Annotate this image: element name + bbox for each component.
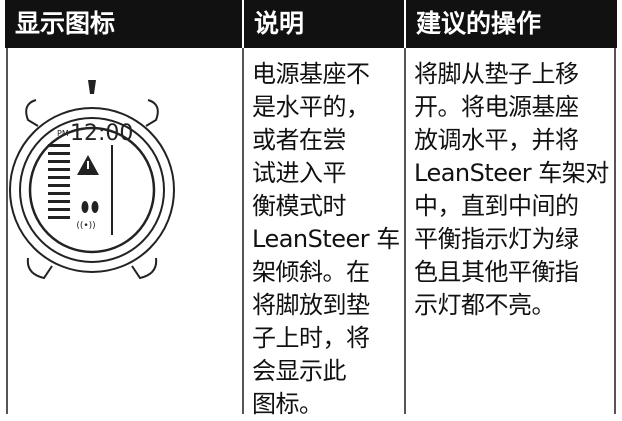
border xyxy=(404,48,406,414)
text-line: LeanSteer 车架对 xyxy=(414,159,609,187)
text-line: 试进入平 xyxy=(252,159,346,187)
text-line: 中，直到中间的 xyxy=(414,192,579,220)
text-line: 放调水平，并将 xyxy=(414,126,579,154)
text-line: 会显示此 xyxy=(252,357,346,385)
text-line: 开。将电源基座 xyxy=(414,93,579,121)
header-cell: 说明 xyxy=(244,0,404,48)
time-display: 12:00 xyxy=(70,121,133,146)
text-line: 或者在尝 xyxy=(252,126,346,154)
header-cell: 显示图标 xyxy=(5,0,242,48)
am-pm-label: PM xyxy=(57,129,69,138)
border xyxy=(614,48,616,414)
text-line: 色且其他平衡指 xyxy=(414,258,579,286)
text-line: 子上时，将 xyxy=(252,324,370,352)
description-cell: 电源基座不是水平的， 或者在尝试进入平衡模式时 LeanSteer 车架倾斜。在将脚… xyxy=(252,58,400,421)
action-cell: 将脚从垫子上移 开。将电源基座 放调水平，并将 LeanSteer 车架对 中，直到中间… xyxy=(414,58,609,322)
border xyxy=(242,48,244,414)
text-line: 示灯都不亮。 xyxy=(414,291,555,319)
text-line: 架倾斜。在 xyxy=(252,258,370,286)
text-line: 将脚从垫子上移 xyxy=(414,60,579,88)
text-line: 平衡指示灯为绿 xyxy=(414,225,579,253)
display-icon: ((•)) PM 12:00 xyxy=(9,80,175,280)
header-cell: 建议的操作 xyxy=(406,0,617,48)
text-line: 电源基座不 xyxy=(252,60,370,88)
text-line: LeanSteer 车 xyxy=(252,225,400,253)
text-line: 将脚放到垫 xyxy=(252,291,370,319)
text-line: 图标。 xyxy=(252,390,323,418)
text-line: 衡模式时 xyxy=(252,192,346,220)
border xyxy=(6,48,8,414)
text-line: 是水平的， xyxy=(252,93,370,121)
signal-icon: ((•)) xyxy=(76,221,95,231)
